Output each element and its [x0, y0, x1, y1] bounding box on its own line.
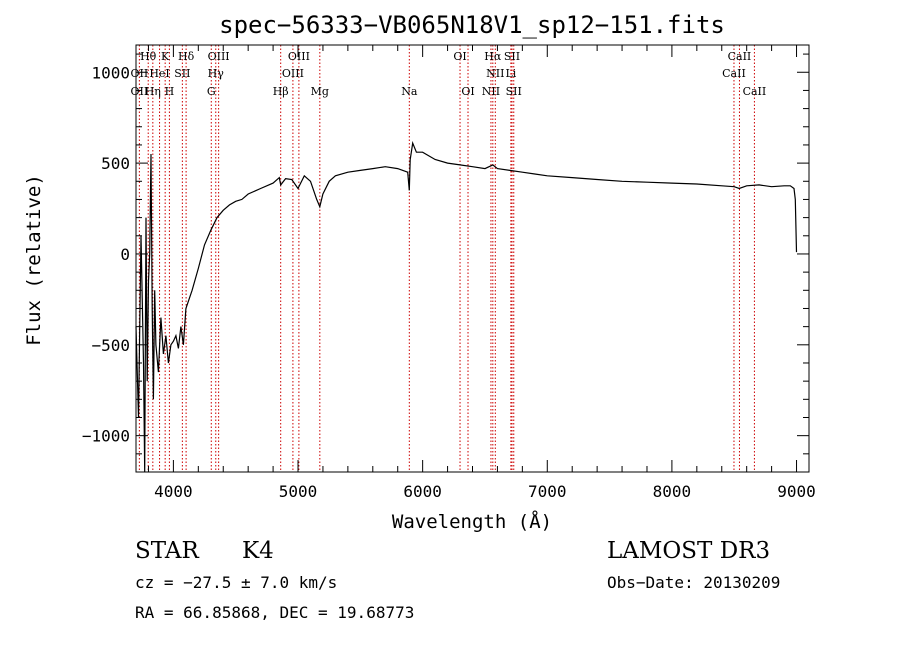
object-class: STAR [135, 538, 199, 564]
line-marker-label: NII [486, 67, 504, 80]
line-marker-label: OI [461, 85, 474, 98]
line-marker-label: H [165, 85, 175, 98]
x-tick-label: 4000 [154, 482, 193, 501]
line-marker-label: OIII [208, 50, 230, 63]
line-marker-label: HeI [149, 67, 169, 80]
line-marker-label: NII [482, 85, 500, 98]
y-axis-label: Flux (relative) [23, 174, 45, 346]
line-marker-label: SII [504, 50, 520, 63]
line-marker-label: Mg [311, 85, 329, 98]
line-marker-label: Hγ [208, 67, 225, 80]
line-marker-label: Na [401, 85, 418, 98]
line-marker-label: OII [131, 85, 149, 98]
axis-ticks: 4000 5000 6000 7000 8000 9000 −1000 −500 0 500 100… [82, 45, 816, 501]
survey-name: LAMOST DR3 [607, 538, 771, 564]
x-tick-label: 6000 [403, 482, 442, 501]
line-markers [138, 45, 755, 472]
x-tick-label: 7000 [528, 482, 567, 501]
line-marker-label: CaII [743, 85, 767, 98]
line-marker-label: OI [453, 50, 466, 63]
chart-title: spec−56333−VB065N18V1_sp12−151.fits [219, 11, 725, 39]
line-marker-label: Hδ [178, 50, 195, 63]
y-tick-label: 1000 [91, 63, 130, 82]
line-marker-label: OIII [282, 67, 304, 80]
line-marker-label: G [207, 85, 216, 98]
spectrum-line [135, 140, 798, 473]
line-marker-label: SII [506, 85, 522, 98]
line-marker-label: CaII [728, 50, 752, 63]
object-subclass: K4 [242, 538, 274, 564]
ra-dec-coordinates: RA = 66.85868, DEC = 19.68773 [135, 603, 415, 622]
line-marker-label: OII [131, 67, 149, 80]
line-marker-label: Li [505, 67, 516, 80]
line-marker-label: Hβ [273, 85, 289, 98]
y-tick-label: −1000 [82, 427, 130, 446]
obs-date: Obs−Date: 20130209 [607, 573, 781, 592]
y-tick-label: −500 [91, 336, 130, 355]
redshift-cz: cz = −27.5 ± 7.0 km/s [135, 573, 338, 592]
x-axis-label: Wavelength (Å) [392, 510, 552, 533]
plot-frame [135, 44, 810, 473]
line-marker-label: Hη [145, 85, 161, 98]
line-marker-label: OIII [288, 50, 310, 63]
line-marker-label: Hα [484, 50, 502, 63]
line-marker-label: SII [174, 67, 190, 80]
line-marker-label: Hθ [140, 50, 157, 63]
y-tick-label: 0 [120, 245, 130, 264]
y-tick-label: 500 [101, 154, 130, 173]
x-tick-label: 5000 [279, 482, 318, 501]
line-marker-label: K [161, 50, 170, 63]
x-tick-label: 8000 [653, 482, 692, 501]
line-marker-label: CaII [722, 67, 746, 80]
x-tick-label: 9000 [777, 482, 816, 501]
